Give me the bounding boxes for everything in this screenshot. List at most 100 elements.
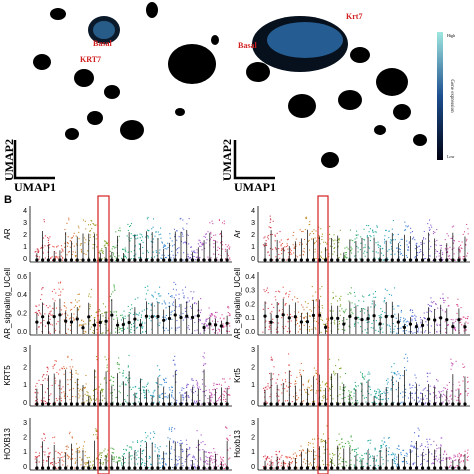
scatter-dot (48, 456, 50, 458)
scatter-dot (399, 377, 401, 379)
median-dot (384, 258, 388, 262)
scatter-dot (390, 379, 393, 381)
scatter-dot (210, 455, 212, 457)
scatter-dot (369, 388, 371, 391)
scatter-dot (170, 446, 173, 448)
scatter-dot (98, 459, 100, 461)
scatter-dot (46, 459, 48, 462)
scatter-dot (136, 234, 138, 236)
scatter-dot (86, 395, 88, 397)
scatter-dot (280, 456, 282, 458)
scatter-dot (299, 369, 301, 371)
scatter-dot (70, 240, 72, 242)
scatter-dot (57, 245, 59, 247)
scatter-dot (375, 460, 377, 462)
scatter-dot (147, 229, 149, 231)
scatter-dot (160, 237, 162, 239)
scatter-dot (408, 241, 410, 243)
scatter-dot (125, 251, 127, 253)
scatter-dot (462, 461, 465, 463)
scatter-dot (121, 328, 123, 330)
scatter-dot (51, 256, 53, 258)
scatter-dot (315, 299, 317, 301)
scatter-dot (419, 400, 421, 402)
scatter-dot (47, 307, 49, 309)
scatter-dot (408, 331, 410, 333)
scatter-dot (463, 465, 466, 467)
scatter-dot (61, 451, 63, 453)
scatter-dot (107, 460, 109, 462)
scatter-dot (375, 304, 377, 306)
scatter-dot (101, 250, 103, 252)
scatter-dot (355, 448, 357, 450)
scatter-dot (133, 321, 135, 323)
scatter-dot (413, 399, 415, 401)
median-dot (208, 322, 212, 326)
scatter-dot (62, 288, 64, 290)
scatter-dot (439, 330, 441, 332)
scatter-dot (52, 365, 54, 368)
median-dot (58, 313, 62, 317)
scatter-dot (430, 301, 432, 303)
scatter-dot (386, 324, 389, 326)
scatter-dot (326, 385, 328, 387)
scatter-dot (418, 245, 420, 247)
scatter-dot (167, 397, 169, 399)
scatter-dot (334, 374, 336, 376)
scatter-dot (412, 463, 414, 466)
scatter-dot (428, 227, 430, 229)
median-dot (433, 258, 437, 262)
scatter-dot (387, 392, 389, 394)
scatter-dot (212, 389, 214, 391)
scatter-dot (226, 246, 228, 248)
umap-label: Krt7 (346, 12, 362, 21)
scatter-dot (53, 308, 55, 310)
scatter-dot (171, 396, 173, 398)
scatter-dot (154, 450, 156, 452)
scatter-dot (321, 381, 324, 383)
scatter-dot (93, 223, 95, 225)
median-dot (324, 325, 328, 329)
scatter-dot (429, 400, 431, 402)
scatter-dot (458, 395, 460, 397)
scatter-dot (94, 317, 96, 319)
median-dot (92, 466, 97, 470)
scatter-dot (423, 388, 425, 390)
scatter-dot (326, 249, 328, 251)
scatter-dot (353, 306, 355, 308)
scatter-dot (170, 453, 172, 455)
scatter-dot (220, 232, 222, 235)
scatter-dot (381, 456, 383, 458)
scatter-dot (397, 233, 399, 235)
scatter-dot (414, 257, 416, 259)
scatter-dot (147, 235, 149, 238)
scatter-dot (207, 460, 209, 462)
scatter-dot (267, 236, 269, 238)
scatter-dot (127, 305, 129, 308)
scatter-dot (460, 321, 462, 323)
scatter-dot (323, 323, 325, 325)
scatter-dot (113, 318, 115, 320)
scatter-dot (288, 364, 290, 366)
scatter-dot (267, 252, 269, 254)
scatter-dot (54, 363, 56, 366)
scatter-dot (90, 398, 92, 400)
scatter-dot (130, 323, 132, 326)
scatter-dot (196, 249, 198, 251)
scatter-dot (338, 320, 340, 322)
scatter-dot (398, 305, 400, 307)
scatter-dot (387, 378, 389, 380)
scatter-dot (372, 327, 374, 329)
scatter-dot (403, 357, 405, 359)
median-dot (202, 466, 206, 470)
scatter-dot (376, 225, 378, 227)
scatter-dot (219, 330, 221, 332)
scatter-dot (150, 394, 152, 396)
scatter-dot (132, 386, 134, 388)
median-dot (64, 319, 68, 323)
scatter-dot (267, 292, 269, 294)
scatter-dot (211, 393, 213, 395)
median-dot (115, 466, 120, 470)
scatter-dot (72, 235, 74, 237)
scatter-dot (441, 396, 443, 398)
